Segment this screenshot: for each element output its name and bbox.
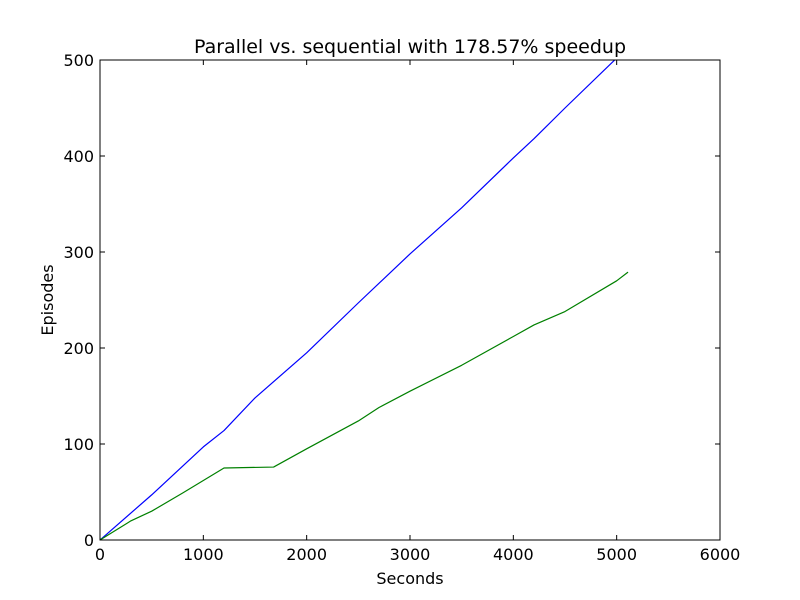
x-tick-label: 0 [95, 545, 105, 564]
y-tick-label: 400 [63, 147, 94, 166]
y-tick-label: 200 [63, 339, 94, 358]
x-tick-label: 4000 [493, 545, 534, 564]
x-tick-label: 1000 [183, 545, 224, 564]
series-line-2 [100, 271, 629, 540]
y-tick-label: 500 [63, 51, 94, 70]
x-tick-label: 3000 [390, 545, 431, 564]
y-axis-label: Episodes [38, 264, 57, 335]
series-line-1 [100, 60, 616, 540]
x-axis-label: Seconds [376, 569, 443, 588]
chart-title: Parallel vs. sequential with 178.57% spe… [194, 36, 626, 58]
y-tick-label: 0 [84, 531, 94, 550]
x-tick-label: 5000 [596, 545, 637, 564]
x-tick-label: 6000 [700, 545, 741, 564]
plot-area: 0 1000 2000 3000 4000 5000 6000 0 100 200 300 400 50… [63, 51, 740, 564]
y-tick-label: 100 [63, 435, 94, 454]
x-tick-label: 2000 [286, 545, 327, 564]
y-tick-label: 300 [63, 243, 94, 262]
